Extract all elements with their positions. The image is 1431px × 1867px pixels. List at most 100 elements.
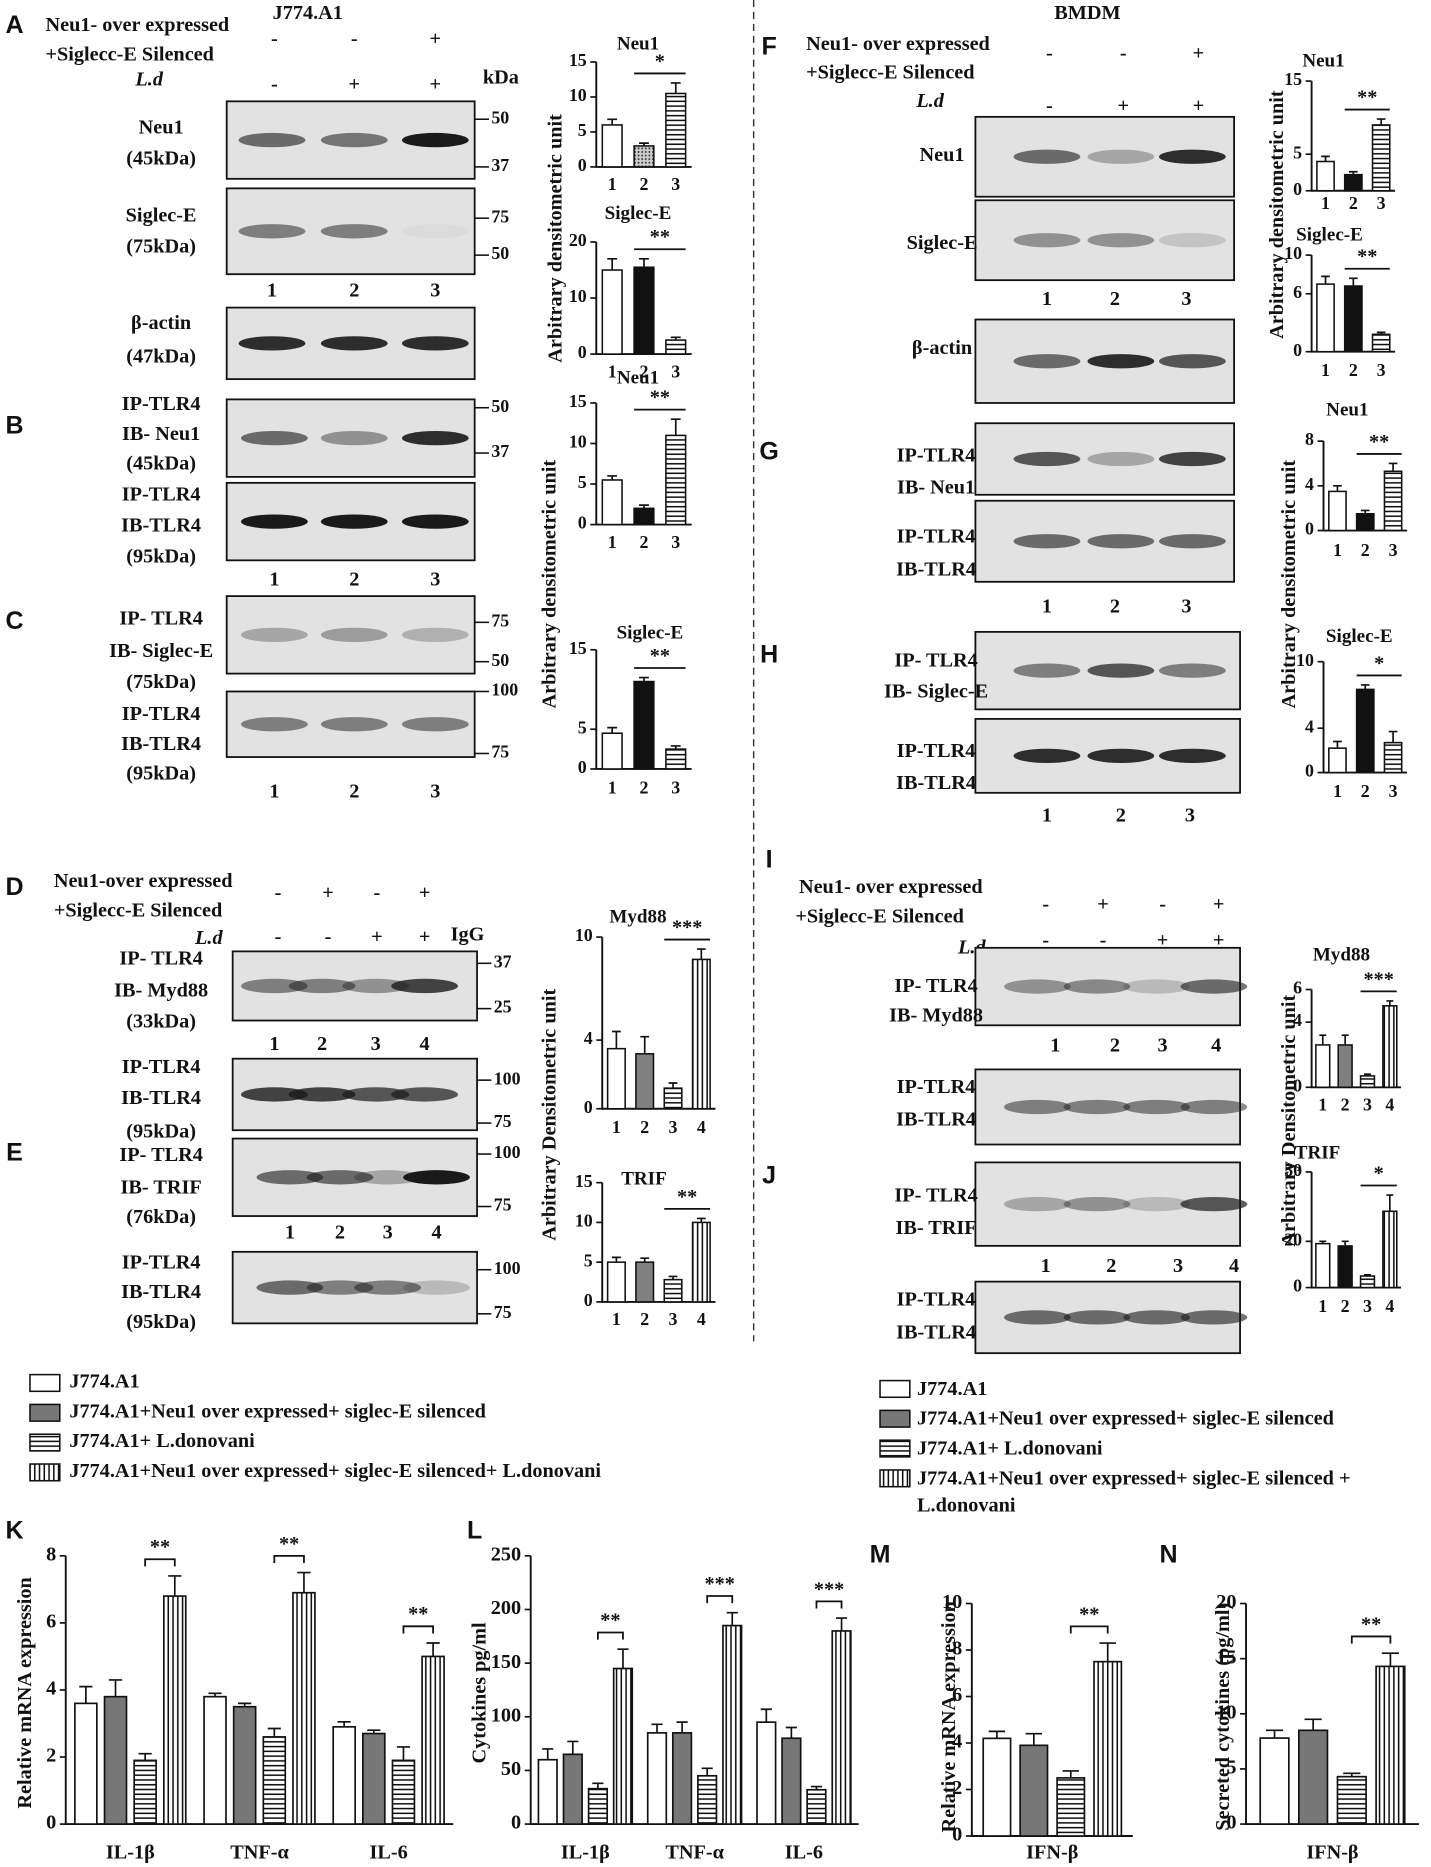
panel-letter: J: [762, 1161, 776, 1189]
y-tick-label: 0: [1293, 340, 1302, 360]
lane-number: 1: [269, 1033, 279, 1055]
panel-letter: C: [5, 607, 23, 635]
y-tick-label: 5: [578, 717, 587, 737]
x-tick-label: 4: [1385, 1094, 1394, 1114]
band: [1087, 233, 1155, 248]
blot-label: IB-TLR4: [121, 515, 201, 537]
x-tick-label: 3: [669, 1117, 678, 1137]
blot-label: IB-TLR4: [121, 1087, 201, 1109]
bar: [1316, 283, 1335, 353]
panel-letter: H: [760, 640, 778, 668]
ld-label: L.d: [194, 927, 223, 949]
y-tick-label: 10: [942, 1591, 962, 1613]
significance-label: *: [655, 50, 665, 72]
error-bar: [1099, 1642, 1116, 1662]
band: [1123, 1196, 1190, 1212]
x-tick-label: 1: [608, 777, 617, 797]
bar: [1093, 1660, 1123, 1837]
significance-label: **: [650, 645, 670, 667]
bar: [665, 434, 687, 526]
blot-label: (95kDa): [126, 1311, 196, 1333]
bar: [1315, 1242, 1331, 1289]
error-bar: [639, 676, 649, 682]
significance-label: ***: [814, 1578, 844, 1600]
blot-label: IP-TLR4: [897, 525, 976, 547]
significance-label: **: [677, 1186, 697, 1208]
lane-number: 4: [420, 1033, 430, 1055]
bar: [1019, 1744, 1049, 1837]
error-bar: [79, 1685, 93, 1704]
bar: [1343, 285, 1363, 353]
x-tick-label: 2: [1361, 781, 1370, 801]
chart-title: Siglec-E: [617, 623, 684, 644]
sign: +: [419, 882, 431, 904]
bar: [665, 339, 687, 355]
error-bar: [676, 1721, 688, 1733]
panel-letter: L: [467, 1517, 482, 1545]
y-tick-label: 15: [575, 1171, 593, 1191]
bar: [756, 1721, 777, 1825]
error-bar: [670, 336, 681, 341]
band: [1013, 233, 1081, 248]
panel-letter: G: [759, 438, 778, 466]
band: [1087, 663, 1155, 678]
lane-number: 3: [1181, 288, 1191, 310]
bar: [663, 1087, 683, 1110]
x-tick-label: 3: [1363, 1296, 1372, 1316]
lane-number: 4: [1211, 1034, 1221, 1056]
band: [402, 224, 469, 238]
legend-swatch: [879, 1469, 911, 1488]
y-tick-label: 5: [578, 120, 587, 140]
significance-bracket: [273, 1555, 305, 1564]
kda-marker: 75: [494, 1302, 512, 1322]
band: [1123, 1099, 1190, 1115]
y-tick-label: 0: [1305, 519, 1314, 539]
error-bar: [1343, 1772, 1361, 1777]
treatment: Neu1- over expressed: [45, 14, 229, 36]
y-tick-label: 0: [511, 1812, 521, 1834]
bar: [1315, 1044, 1331, 1089]
bar: [162, 1595, 187, 1825]
bar: [633, 266, 655, 355]
y-tick-label: 4: [584, 1028, 593, 1048]
blot-label: IP-TLR4: [897, 444, 976, 466]
bar: [635, 1261, 655, 1303]
significance-label: **: [1369, 431, 1389, 453]
chart-title: Siglec-E: [605, 203, 672, 224]
bar: [203, 1695, 227, 1825]
band: [391, 978, 458, 994]
error-bar: [701, 1767, 713, 1776]
y-axis-label: Arbitrary densitometric unit: [539, 460, 561, 709]
bar: [1355, 512, 1375, 532]
chart-title: TRIF: [621, 1169, 667, 1190]
band: [1013, 354, 1081, 369]
error-bar: [1341, 1034, 1349, 1045]
band: [1159, 149, 1226, 164]
error-bar: [696, 948, 706, 960]
blot-label: IP-TLR4: [897, 1076, 976, 1098]
sign: +: [348, 73, 360, 95]
band: [1004, 1099, 1071, 1115]
error-bar: [1321, 275, 1330, 285]
error-bar: [696, 1217, 706, 1223]
y-tick-label: 2: [46, 1745, 56, 1767]
error-bar: [670, 82, 681, 94]
band: [401, 717, 469, 732]
band: [1087, 534, 1155, 549]
bar: [1328, 490, 1347, 532]
blot-label: Siglec-E: [126, 205, 197, 227]
error-bar: [668, 1275, 678, 1280]
error-bar: [810, 1785, 823, 1790]
bar: [1383, 741, 1403, 774]
blot-label: Neu1: [920, 144, 965, 166]
bar: [806, 1788, 827, 1825]
bar: [633, 507, 655, 526]
error-bar: [367, 1729, 381, 1734]
x-tick-label: 3: [669, 1309, 678, 1329]
y-tick-label: 6: [46, 1611, 56, 1633]
band: [320, 132, 388, 148]
band: [1063, 1099, 1131, 1115]
lane-number: 2: [1110, 1034, 1120, 1056]
band: [1013, 451, 1081, 467]
x-tick-label: IL-6: [785, 1842, 823, 1864]
